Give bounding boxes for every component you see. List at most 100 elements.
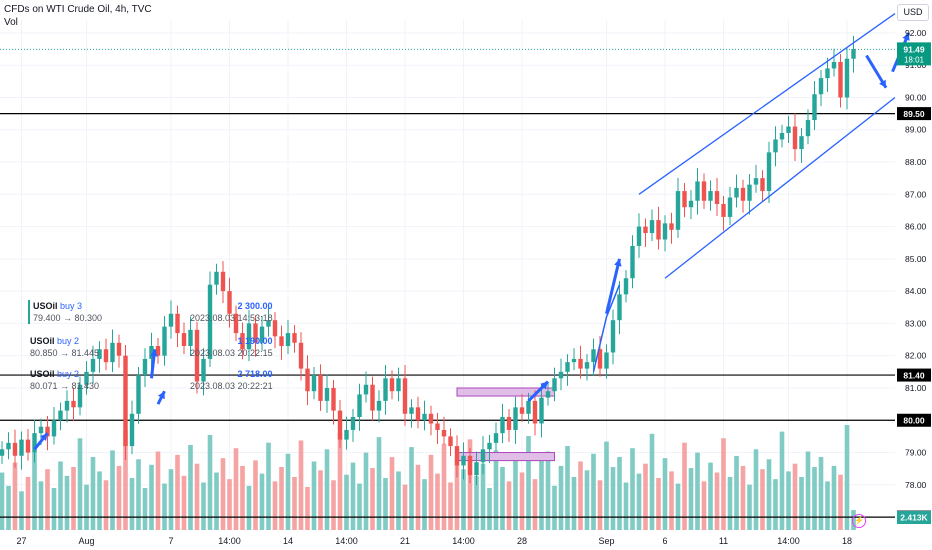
volume-bar bbox=[363, 452, 369, 530]
volume-bar bbox=[25, 476, 31, 530]
volume-bars bbox=[0, 425, 856, 530]
idea-amount: 2 300.00 bbox=[237, 301, 273, 311]
volume-bar bbox=[12, 462, 18, 530]
volume-bar bbox=[324, 449, 330, 530]
candle-body bbox=[539, 397, 544, 424]
price-tag-text: 81.40 bbox=[903, 370, 925, 380]
level-price-tag: 81.40 bbox=[897, 368, 931, 382]
volume-indicator-label[interactable]: Vol bbox=[4, 17, 18, 28]
candle-body bbox=[194, 329, 200, 382]
candle-body bbox=[786, 126, 791, 133]
candle-body bbox=[129, 413, 135, 447]
candle-body bbox=[565, 362, 570, 372]
price-tag-bg bbox=[897, 107, 931, 121]
candle-body bbox=[259, 326, 265, 343]
volume-bar bbox=[396, 471, 401, 530]
candle-body bbox=[136, 375, 141, 414]
level-price-tag: 80.00 bbox=[897, 413, 931, 427]
volume-bar bbox=[51, 488, 57, 530]
candle-body bbox=[396, 378, 401, 392]
volume-bar bbox=[84, 484, 89, 530]
volume-bar bbox=[220, 458, 226, 530]
trade-range: 80.850 → 81.445 bbox=[30, 348, 100, 358]
volume-bar bbox=[103, 480, 109, 530]
candle-body bbox=[162, 326, 167, 356]
volume-bar bbox=[474, 475, 479, 530]
time-tick: 14:00 bbox=[218, 536, 241, 546]
time-tick: Aug bbox=[78, 536, 94, 546]
volume-bar bbox=[383, 478, 388, 530]
impulse-line bbox=[592, 284, 621, 373]
candle-body bbox=[19, 439, 24, 456]
candle-body bbox=[12, 442, 18, 456]
volume-bar bbox=[0, 472, 5, 530]
volume-bar bbox=[233, 448, 239, 530]
volume-bar bbox=[253, 460, 258, 530]
candle-body bbox=[805, 120, 811, 137]
candle-body bbox=[370, 384, 375, 411]
candle-body bbox=[779, 132, 785, 140]
price-tag-text: 80.00 bbox=[903, 415, 925, 425]
blue-arrow-down bbox=[865, 54, 888, 89]
volume-bar bbox=[636, 473, 642, 530]
candle-body bbox=[428, 413, 434, 424]
candle-body bbox=[51, 420, 57, 437]
candle-body bbox=[155, 346, 161, 356]
candle-body bbox=[233, 313, 239, 334]
lightning-icon[interactable]: ⚡ bbox=[852, 514, 866, 528]
arrow-head bbox=[540, 381, 548, 390]
candle-body bbox=[532, 400, 538, 424]
candle-body bbox=[714, 191, 720, 204]
volume-bar bbox=[292, 476, 297, 530]
candle-body bbox=[773, 139, 778, 153]
candle-body bbox=[636, 226, 642, 246]
volume-bar bbox=[539, 460, 544, 530]
volume-bar bbox=[552, 485, 557, 530]
time-tick: 28 bbox=[517, 536, 527, 546]
volume-bar bbox=[240, 465, 245, 530]
volume-bar bbox=[526, 436, 531, 530]
candle-body bbox=[513, 407, 518, 430]
volume-bar bbox=[298, 440, 304, 530]
time-tick: 14:00 bbox=[335, 536, 358, 546]
candle-body bbox=[246, 323, 252, 350]
candle-body bbox=[766, 152, 772, 192]
candle-body bbox=[311, 375, 317, 392]
arrow-head bbox=[150, 349, 158, 357]
candle-body bbox=[422, 413, 427, 421]
candle-body bbox=[630, 245, 635, 279]
candle-body bbox=[266, 320, 271, 327]
volume-bar bbox=[545, 451, 551, 530]
volume-bar bbox=[149, 464, 154, 530]
candle-body bbox=[695, 181, 700, 201]
price-tick: 81.00 bbox=[905, 383, 927, 393]
volume-bar bbox=[246, 485, 252, 530]
volume-bar bbox=[357, 483, 362, 530]
candle-body bbox=[721, 203, 726, 217]
time-tick: 27 bbox=[16, 536, 26, 546]
volume-bar bbox=[571, 476, 577, 530]
candle-body bbox=[110, 342, 115, 363]
volume-bar bbox=[766, 459, 772, 530]
volume-bar bbox=[116, 465, 122, 530]
volume-bar bbox=[812, 467, 817, 530]
candle-body bbox=[662, 223, 668, 240]
currency-button[interactable]: USD bbox=[897, 4, 929, 21]
candle-body bbox=[467, 455, 473, 476]
price-tick: 78.00 bbox=[905, 480, 927, 490]
price-tag-text: 89.50 bbox=[903, 109, 925, 119]
candle-body bbox=[597, 349, 603, 369]
volume-bar bbox=[90, 457, 96, 530]
candle-body bbox=[701, 181, 707, 201]
candle-body bbox=[753, 178, 759, 185]
volume-bar bbox=[71, 467, 76, 530]
idea-time: 2023.08.03 20:22:15 bbox=[190, 348, 273, 358]
candle-body bbox=[740, 187, 746, 201]
candle-body bbox=[350, 417, 356, 430]
candle-body bbox=[389, 378, 395, 392]
time-tick: 14 bbox=[283, 536, 293, 546]
arrow-shaft bbox=[605, 258, 621, 315]
volume-bar bbox=[727, 476, 733, 530]
